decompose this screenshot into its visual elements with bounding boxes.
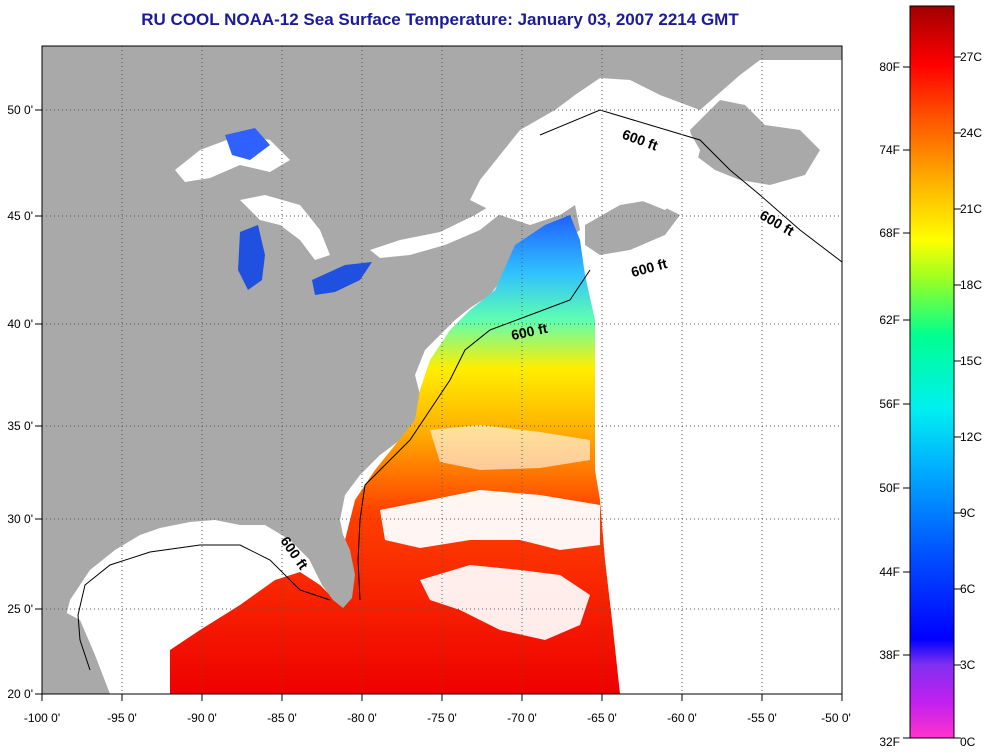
colorbar-celsius-labels: 27C 24C 21C 18C 15C 12C 9C 6C 3C 0C [960, 50, 982, 749]
map-title: RU COOL NOAA-12 Sea Surface Temperature:… [141, 10, 739, 29]
lon-label: -70 0' [507, 711, 537, 725]
sst-lake-superior-east [225, 128, 270, 160]
colorbar [909, 5, 955, 739]
lat-label: 45 0' [7, 209, 33, 223]
colorbar-f-label: 74F [879, 143, 900, 157]
colorbar-f-label: 80F [879, 60, 900, 74]
longitude-labels: -100 0' -95 0' -90 0' -85 0' -80 0' -75 … [24, 711, 851, 725]
land-newfoundland [690, 100, 820, 185]
graticule [42, 46, 842, 694]
land-nova-scotia [585, 200, 680, 255]
land-north-america [42, 46, 842, 694]
colorbar-f-label: 56F [879, 397, 900, 411]
lon-label: -85 0' [267, 711, 297, 725]
land-florida [300, 528, 355, 608]
lon-label: -60 0' [667, 711, 697, 725]
colorbar-c-label: 15C [960, 354, 982, 368]
isobath-600ft-gulf [77, 544, 331, 671]
isobath-600ft [539, 109, 842, 263]
colorbar-ticks [903, 56, 961, 739]
lake-ontario-st-lawrence [370, 200, 505, 258]
lat-label: 25 0' [7, 602, 33, 616]
isobath-label: 600 ft [510, 320, 549, 343]
colorbar-fahrenheit-labels: 80F 74F 68F 62F 56F 50F 44F 38F 32F [879, 60, 900, 749]
colorbar-c-label: 3C [960, 658, 976, 672]
colorbar-c-label: 27C [960, 50, 982, 64]
sst-lake-michigan [238, 225, 265, 290]
lon-label: -90 0' [187, 711, 217, 725]
lon-label: -75 0' [427, 711, 457, 725]
colorbar-f-label: 44F [879, 565, 900, 579]
colorbar-c-label: 12C [960, 430, 982, 444]
lake-michigan-huron [240, 195, 330, 260]
colorbar-f-label: 62F [879, 313, 900, 327]
colorbar-c-label: 21C [960, 202, 982, 216]
colorbar-c-label: 18C [960, 278, 982, 292]
clouds-mid-atlantic [380, 490, 600, 550]
lon-label: -65 0' [587, 711, 617, 725]
sst-lake-erie [312, 262, 372, 295]
colorbar-f-label: 32F [879, 735, 900, 749]
colorbar-c-label: 9C [960, 506, 976, 520]
tick-marks [35, 109, 843, 701]
colorbar-c-label: 24C [960, 126, 982, 140]
land-mexico [42, 600, 110, 694]
lat-label: 30 0' [7, 512, 33, 526]
colorbar-f-label: 50F [879, 481, 900, 495]
colorbar-f-label: 38F [879, 648, 900, 662]
gulf-st-lawrence [560, 100, 700, 210]
clouds-bahamas [420, 565, 590, 640]
lon-label: -55 0' [747, 711, 777, 725]
colorbar-c-label: 6C [960, 582, 976, 596]
map-layers [42, 46, 842, 694]
latitude-labels: 50 0' 45 0' 40 0' 35 0' 30 0' 25 0' 20 0… [7, 103, 33, 701]
lat-label: 20 0' [7, 687, 33, 701]
colorbar-c-label: 0C [960, 735, 976, 749]
lon-label: -100 0' [24, 711, 60, 725]
colorbar-f-label: 68F [879, 226, 900, 240]
isobath-600ft-shelf [357, 269, 591, 601]
lon-label: -80 0' [347, 711, 377, 725]
lon-label: -50 0' [821, 711, 851, 725]
lat-label: 40 0' [7, 317, 33, 331]
lat-label: 35 0' [7, 419, 33, 433]
lat-label: 50 0' [7, 103, 33, 117]
lon-label: -95 0' [107, 711, 137, 725]
clouds-gulf-stream [430, 425, 590, 470]
